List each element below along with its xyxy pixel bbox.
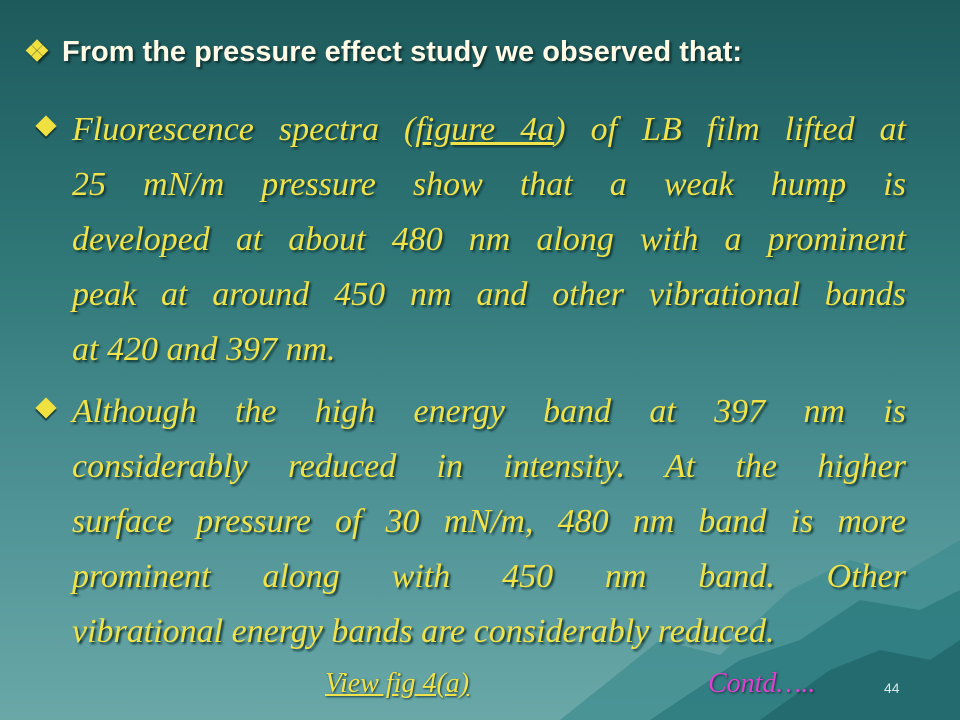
- text: ) of LB film lifted at: [554, 111, 906, 148]
- bullet: Although the high energy band at 397 nm …: [35, 384, 906, 659]
- continued-link[interactable]: Contd…..: [708, 668, 816, 699]
- text: Fluorescence spectra (: [72, 111, 416, 148]
- text-line: prominent along with 450 nm band. Other: [72, 558, 906, 595]
- bullet-mark: [35, 397, 57, 419]
- view-figure-link[interactable]: View fig 4(a): [325, 668, 470, 699]
- text-line: considerably reduced in intensity. At th…: [72, 448, 906, 485]
- bullet: Fluorescence spectra (figure 4a) of LB f…: [35, 102, 906, 377]
- text-line: peak at around 450 nm and other vibratio…: [72, 276, 906, 313]
- heading: ❖ From the pressure effect study we obser…: [24, 34, 742, 69]
- text-line: 25 mN/m pressure show that a weak hump i…: [72, 166, 906, 203]
- heading-text: From the pressure effect study we observ…: [62, 36, 743, 68]
- text-line: surface pressure of 30 mN/m, 480 nm band…: [72, 503, 906, 540]
- text-line: Although the high energy band at 397 nm …: [72, 393, 906, 430]
- bullet-mark: [35, 115, 57, 137]
- text-line: Fluorescence spectra (figure 4a) of LB f…: [72, 102, 906, 157]
- heading-symbol: ❖: [24, 36, 50, 68]
- text-line: at 420 and 397 nm.: [72, 331, 336, 368]
- text-line: vibrational energy bands are considerabl…: [72, 613, 775, 650]
- page-number: 44: [884, 680, 900, 696]
- figure-link[interactable]: figure 4a: [415, 111, 555, 148]
- text-line: developed at about 480 nm along with a p…: [72, 221, 906, 258]
